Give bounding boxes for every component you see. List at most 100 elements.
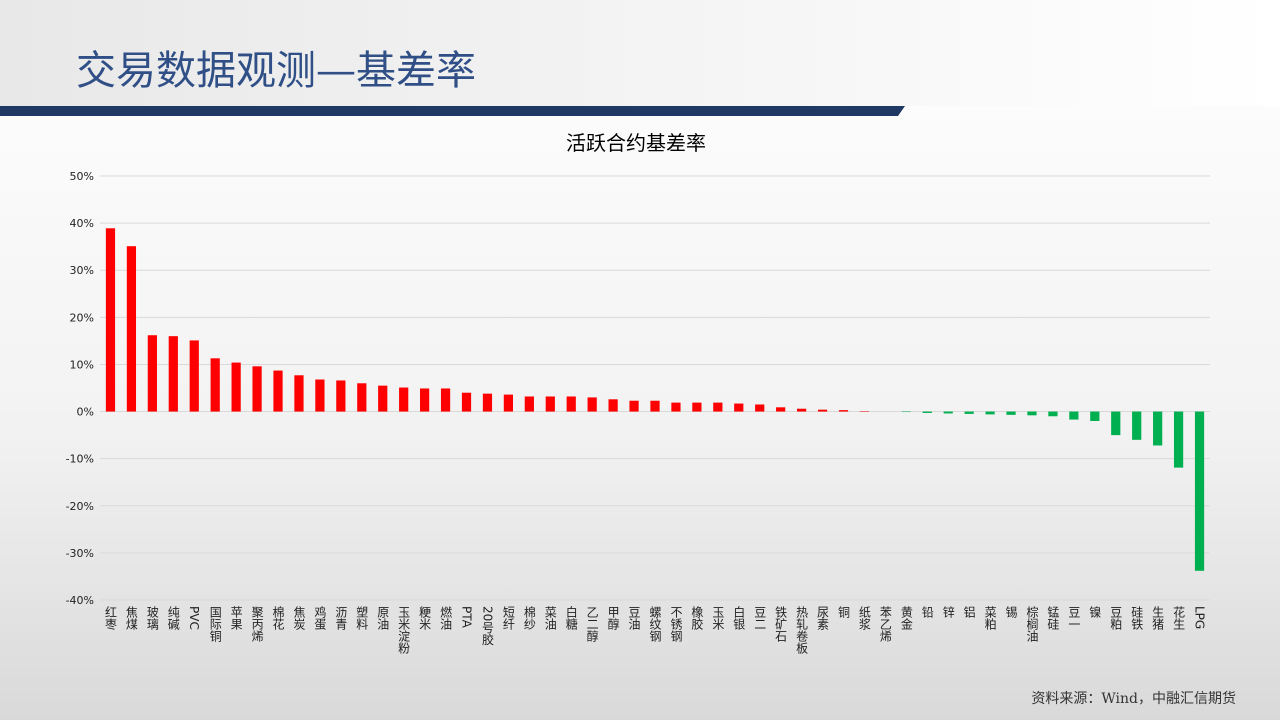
x-tick-label: 白糖 [564,605,578,631]
x-tick-label: 塑料 [355,605,369,630]
bar [336,380,346,412]
bar [713,402,723,412]
y-tick-label: -30% [66,547,94,560]
bar [587,397,597,412]
y-tick-label: 50% [70,170,94,183]
x-tick-label: 焦炭 [292,606,306,631]
x-tick-label: 聚丙烯 [250,606,264,642]
bar [524,396,534,412]
bar [1132,411,1142,440]
bar [796,408,807,412]
x-tick-label: 豆一 [1067,606,1081,630]
bar [503,394,514,412]
x-tick-label: 豆油 [627,606,641,630]
y-tick-label: -20% [66,500,94,513]
bar [1069,411,1079,420]
x-tick-label: 黄金 [899,606,913,630]
y-tick-label: 0% [77,406,94,419]
x-tick-label: 花生 [1172,605,1186,630]
x-tick-label: 红枣 [103,605,117,631]
bar [545,396,555,412]
x-tick-label: 棉花 [271,606,285,631]
x-tick-label: 鸡蛋 [313,605,327,631]
bar [231,362,241,412]
x-tick-label: 国际铜 [208,606,222,642]
x-tick-label: 玻璃 [145,606,159,631]
y-tick-label: 10% [70,358,94,371]
x-tick-label: PVC [187,606,201,630]
bar [168,336,178,412]
bar [1194,411,1205,571]
bar [776,407,786,412]
bar [650,400,660,412]
x-tick-label: 锌 [941,606,955,618]
bar [315,379,325,412]
bar [755,404,765,412]
x-tick-label: 锰硅 [1046,605,1060,630]
x-tick-label: 铜 [836,605,850,618]
x-tick-label: 短纤 [501,606,515,630]
x-tick-label: 硅铁 [1130,606,1144,630]
bar [1048,411,1058,417]
x-tick-label: 纯碱 [166,606,180,631]
x-tick-label: 生猪 [1151,606,1165,631]
x-tick-label: 乙二醇 [585,606,599,642]
x-tick-label: 纸浆 [857,606,871,630]
bar [817,409,828,412]
x-tick-label: 20号胶 [480,606,494,646]
bar [189,340,199,412]
x-tick-label: 橡胶 [690,606,704,631]
bar [147,335,157,412]
bar [1173,411,1184,468]
x-tick-label: 螺纹钢 [648,606,662,642]
bar [105,228,116,412]
bar [420,388,430,412]
x-tick-label: 棉纱 [522,606,536,630]
x-tick-label: 原油 [376,606,390,630]
x-tick-label: PTA [460,606,474,629]
x-tick-label: 菜粕 [983,606,997,630]
header-rule [0,106,905,116]
x-tick-label: 玉米 [711,606,725,630]
bar [964,411,974,414]
bar [357,383,367,412]
bar [1153,411,1163,446]
y-tick-label: 30% [70,264,94,277]
bar [482,393,493,412]
bar [399,387,409,412]
bar [126,246,137,412]
x-tick-label: 燃油 [439,605,453,630]
bar [734,403,744,412]
bar [692,402,702,412]
x-tick-label: 尿素 [816,606,830,630]
x-tick-label: 不锈钢 [669,606,683,642]
bar [671,402,681,412]
bar [294,375,304,412]
slide-title: 交易数据观测—基差率 [76,48,476,94]
bar [440,388,451,412]
bar [838,410,849,412]
y-tick-label: 20% [70,311,94,324]
x-tick-label: 镍 [1088,606,1102,618]
bar [378,385,388,412]
bar [608,399,618,412]
bar [1027,411,1037,416]
x-tick-label: LPG [1193,606,1207,629]
x-tick-label: 豆二 [753,606,767,630]
bar [1006,411,1016,415]
bar [922,411,932,413]
x-tick-label: 铝 [962,605,976,618]
x-tick-label: 豆粕 [1109,606,1123,630]
x-tick-label: 锡 [1004,605,1018,619]
x-tick-label: 甲醇 [606,606,620,630]
x-tick-label: 沥青 [334,606,348,631]
bar [461,392,472,412]
bar [1111,411,1121,436]
y-tick-label: 40% [70,217,94,230]
bar [629,400,639,412]
bar [566,396,576,412]
bar [985,411,995,415]
x-tick-label: 焦煤 [124,606,138,630]
x-tick-label: 铁矿石 [774,606,788,642]
